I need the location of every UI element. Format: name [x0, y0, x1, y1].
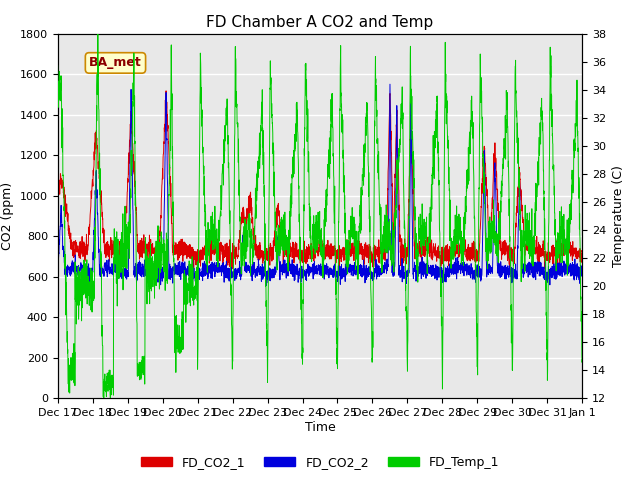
- Y-axis label: Temperature (C): Temperature (C): [612, 165, 625, 267]
- Text: BA_met: BA_met: [89, 57, 142, 70]
- Title: FD Chamber A CO2 and Temp: FD Chamber A CO2 and Temp: [206, 15, 434, 30]
- Y-axis label: CO2 (ppm): CO2 (ppm): [1, 182, 14, 250]
- X-axis label: Time: Time: [305, 421, 335, 434]
- Legend: FD_CO2_1, FD_CO2_2, FD_Temp_1: FD_CO2_1, FD_CO2_2, FD_Temp_1: [136, 451, 504, 474]
